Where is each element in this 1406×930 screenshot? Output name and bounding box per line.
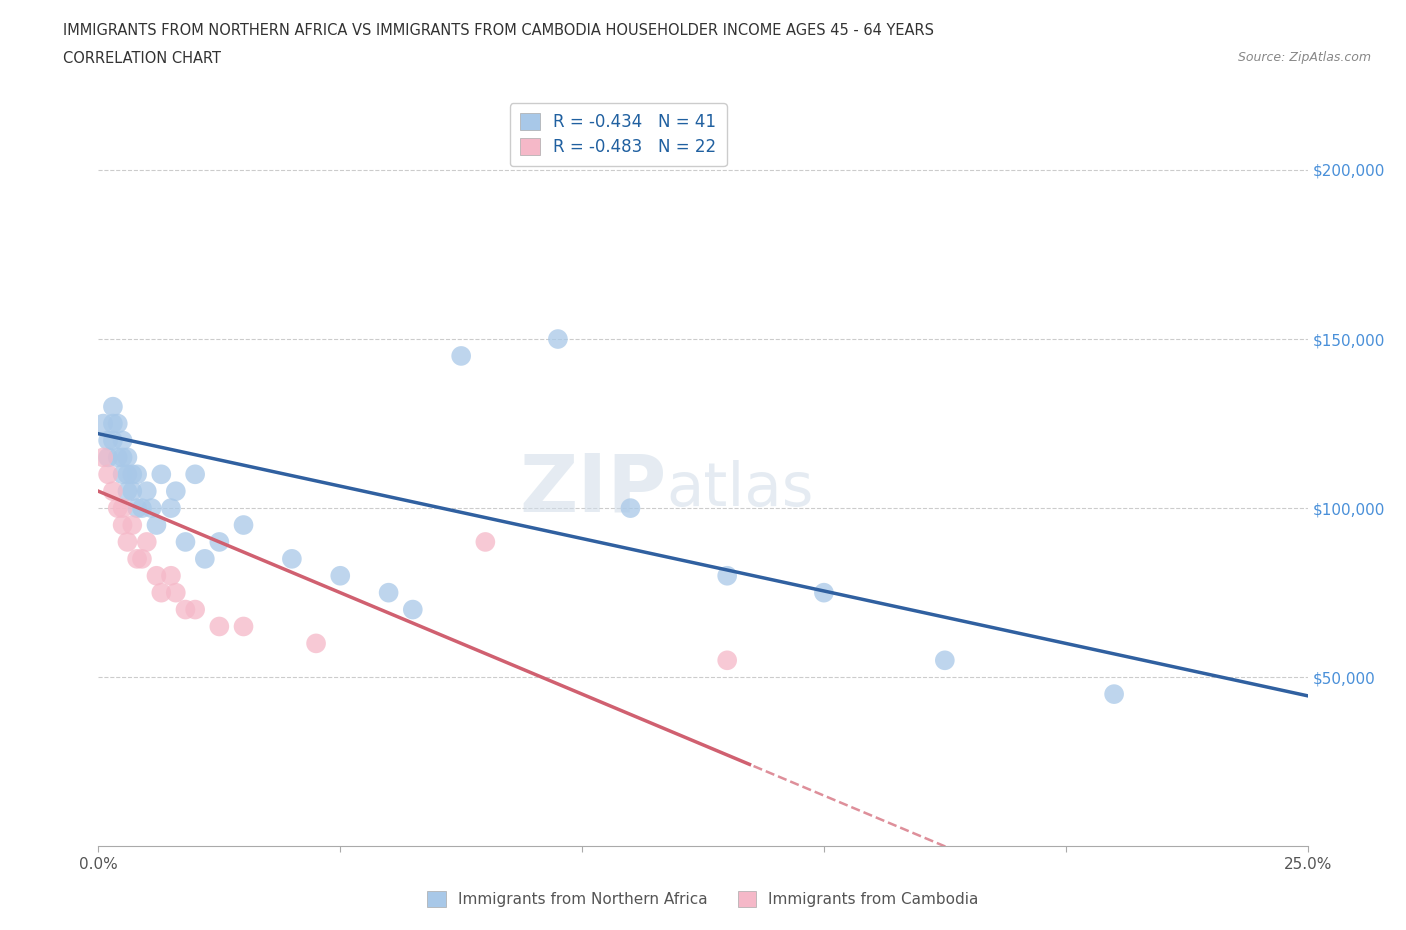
Point: [101, 484, 124, 498]
Point: [111, 500, 134, 515]
Point: [934, 653, 956, 668]
Point: [121, 518, 143, 533]
Point: [716, 653, 738, 668]
Point: [160, 568, 183, 583]
Point: [141, 500, 163, 515]
Point: [160, 500, 183, 515]
Point: [117, 535, 139, 550]
Point: [145, 568, 167, 583]
Point: [716, 568, 738, 583]
Text: Source: ZipAtlas.com: Source: ZipAtlas.com: [1237, 51, 1371, 64]
Point: [208, 619, 231, 634]
Text: ZIP: ZIP: [519, 450, 666, 528]
Point: [232, 518, 254, 533]
Point: [184, 467, 207, 482]
Point: [450, 349, 472, 364]
Point: [281, 551, 304, 566]
Point: [97, 433, 120, 448]
Point: [174, 535, 197, 550]
Point: [117, 467, 139, 482]
Point: [127, 551, 149, 566]
Point: [232, 619, 254, 634]
Point: [150, 467, 173, 482]
Point: [165, 585, 187, 600]
Point: [145, 518, 167, 533]
Point: [97, 467, 120, 482]
Point: [121, 467, 143, 482]
Point: [194, 551, 217, 566]
Point: [101, 416, 124, 431]
Point: [91, 416, 114, 431]
Point: [184, 602, 207, 617]
Point: [97, 450, 120, 465]
Point: [547, 332, 569, 347]
Point: [174, 602, 197, 617]
Point: [150, 585, 173, 600]
Point: [165, 484, 187, 498]
Point: [111, 450, 134, 465]
Point: [131, 551, 153, 566]
Point: [813, 585, 835, 600]
Point: [329, 568, 352, 583]
Point: [474, 535, 496, 550]
Point: [117, 484, 139, 498]
Point: [111, 518, 134, 533]
Point: [377, 585, 399, 600]
Point: [101, 399, 124, 414]
Text: CORRELATION CHART: CORRELATION CHART: [63, 51, 221, 66]
Legend: R = -0.434   N = 41, R = -0.483   N = 22: R = -0.434 N = 41, R = -0.483 N = 22: [510, 103, 727, 166]
Point: [111, 467, 134, 482]
Point: [135, 535, 157, 550]
Point: [127, 467, 149, 482]
Point: [101, 433, 124, 448]
Point: [111, 433, 134, 448]
Point: [107, 450, 129, 465]
Point: [1102, 686, 1125, 701]
Point: [121, 484, 143, 498]
Point: [127, 500, 149, 515]
Point: [619, 500, 641, 515]
Legend: Immigrants from Northern Africa, Immigrants from Cambodia: Immigrants from Northern Africa, Immigra…: [420, 884, 986, 913]
Point: [131, 500, 153, 515]
Point: [402, 602, 425, 617]
Point: [107, 500, 129, 515]
Point: [117, 450, 139, 465]
Text: IMMIGRANTS FROM NORTHERN AFRICA VS IMMIGRANTS FROM CAMBODIA HOUSEHOLDER INCOME A: IMMIGRANTS FROM NORTHERN AFRICA VS IMMIG…: [63, 23, 934, 38]
Point: [107, 416, 129, 431]
Point: [208, 535, 231, 550]
Point: [91, 450, 114, 465]
Point: [135, 484, 157, 498]
Point: [305, 636, 328, 651]
Text: atlas: atlas: [666, 459, 814, 519]
